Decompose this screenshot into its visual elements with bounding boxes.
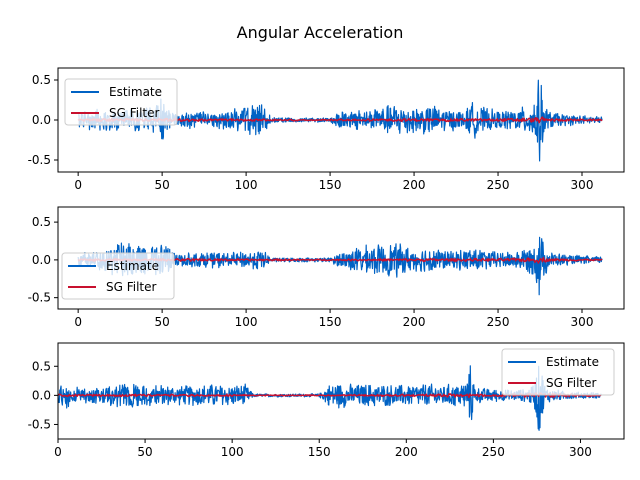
legend-label: Estimate xyxy=(109,85,162,99)
y-tick-label: -0.5 xyxy=(28,417,51,431)
x-tick-label: 0 xyxy=(54,445,62,459)
subplot-3: 0 50 100 150 200 250 300 -0.5 0.0 0.5 Estimate SG F… xyxy=(28,342,625,459)
y-tick-label: -0.5 xyxy=(28,153,51,167)
legend-label: SG Filter xyxy=(106,280,157,294)
x-tick-label: 150 xyxy=(319,315,342,329)
legend: Estimate SG Filter xyxy=(501,348,615,396)
x-tick-label: 100 xyxy=(235,178,258,192)
legend-label: Estimate xyxy=(106,259,159,273)
y-tick-label: 0.0 xyxy=(32,113,51,127)
x-tick-label: 0 xyxy=(74,315,82,329)
x-tick-label: 250 xyxy=(487,178,510,192)
x-tick-label: 300 xyxy=(569,445,592,459)
legend: Estimate SG Filter xyxy=(64,78,178,126)
legend-label: SG Filter xyxy=(109,106,160,120)
subplot-2: 0 50 100 150 200 250 300 -0.5 0.0 0.5 Estimate SG F… xyxy=(28,206,625,329)
x-tick-label: 0 xyxy=(74,178,82,192)
x-tick-label: 100 xyxy=(221,445,244,459)
x-tick-label: 300 xyxy=(571,315,594,329)
axes-frame xyxy=(57,206,625,310)
x-tick-label: 100 xyxy=(235,315,258,329)
x-tick-label: 200 xyxy=(395,445,418,459)
x-tick-label: 50 xyxy=(154,178,169,192)
x-tick-label: 150 xyxy=(319,178,342,192)
x-tick-label: 200 xyxy=(403,178,426,192)
x-tick-label: 250 xyxy=(487,315,510,329)
legend-label: SG Filter xyxy=(546,376,597,390)
y-tick-label: 0.5 xyxy=(32,215,51,229)
legend-label: Estimate xyxy=(546,355,599,369)
axes-frame xyxy=(57,342,625,440)
figure-title: Angular Acceleration xyxy=(237,23,404,42)
y-tick-label: 0.5 xyxy=(32,73,51,87)
x-tick-label: 300 xyxy=(571,178,594,192)
y-tick-label: 0.0 xyxy=(32,388,51,402)
legend: Estimate SG Filter xyxy=(61,252,175,300)
y-tick-label: 0.0 xyxy=(32,253,51,267)
x-tick-label: 200 xyxy=(403,315,426,329)
x-tick-label: 150 xyxy=(308,445,331,459)
y-tick-label: -0.5 xyxy=(28,291,51,305)
x-tick-label: 50 xyxy=(154,315,169,329)
y-tick-label: 0.5 xyxy=(32,359,51,373)
x-tick-label: 250 xyxy=(482,445,505,459)
x-tick-label: 50 xyxy=(137,445,152,459)
subplot-1: 0 50 100 150 200 250 300 -0.5 0.0 0.5 Estimate SG F… xyxy=(28,67,625,192)
